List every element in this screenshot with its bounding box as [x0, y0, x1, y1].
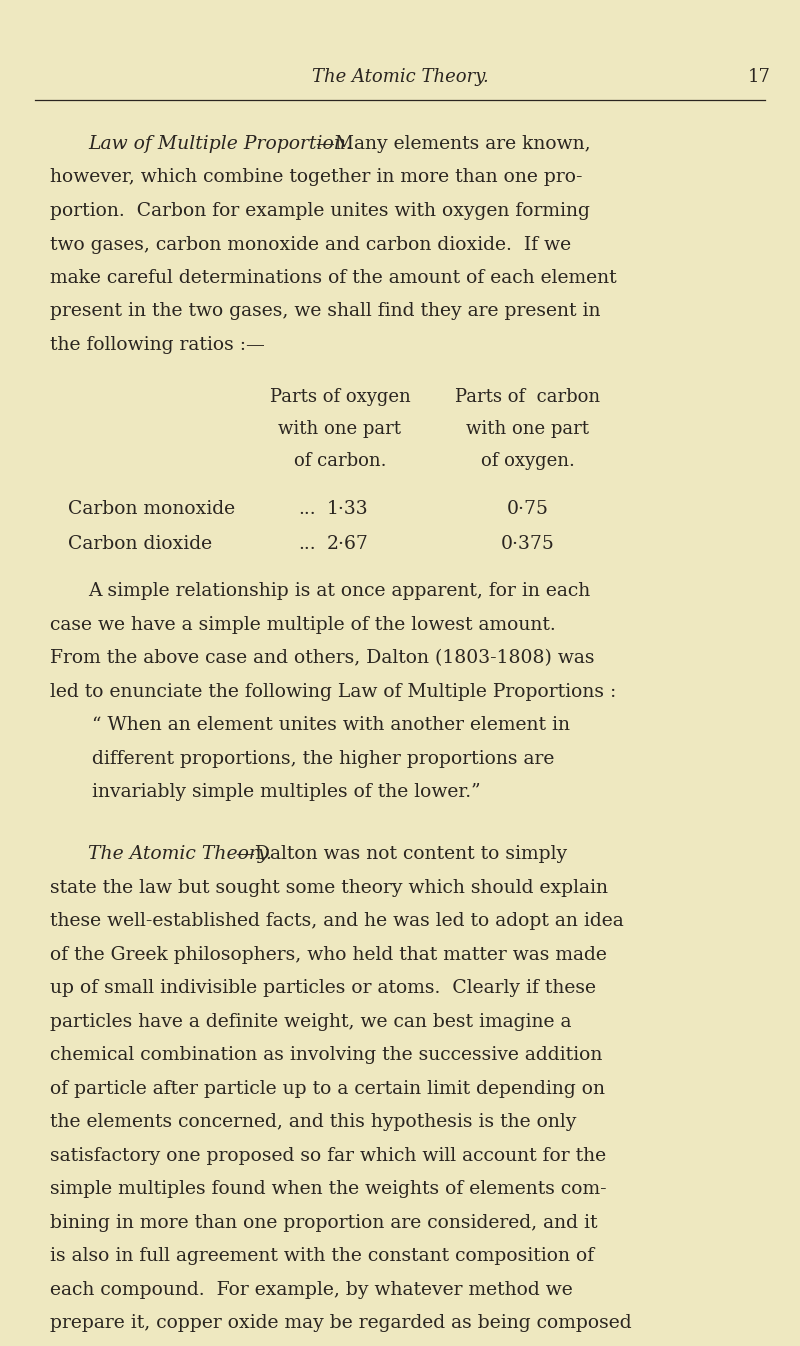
Text: The Atomic Theory.: The Atomic Theory. — [88, 845, 272, 863]
Text: with one part: with one part — [466, 420, 590, 437]
Text: 1·33: 1·33 — [327, 501, 369, 518]
Text: ...: ... — [298, 501, 316, 518]
Text: with one part: with one part — [278, 420, 402, 437]
Text: A simple relationship is at once apparent, for in each: A simple relationship is at once apparen… — [88, 583, 590, 600]
Text: each compound.  For example, by whatever method we: each compound. For example, by whatever … — [50, 1280, 573, 1299]
Text: led to enunciate the following Law of Multiple Proportions :: led to enunciate the following Law of Mu… — [50, 682, 616, 701]
Text: The Atomic Theory.: The Atomic Theory. — [312, 69, 488, 86]
Text: of carbon.: of carbon. — [294, 451, 386, 470]
Text: chemical combination as involving the successive addition: chemical combination as involving the su… — [50, 1046, 602, 1065]
Text: up of small indivisible particles or atoms.  Clearly if these: up of small indivisible particles or ato… — [50, 979, 596, 997]
Text: From the above case and others, Dalton (1803-1808) was: From the above case and others, Dalton (… — [50, 649, 594, 668]
Text: Carbon dioxide: Carbon dioxide — [68, 536, 212, 553]
Text: Parts of  carbon: Parts of carbon — [455, 388, 601, 406]
Text: Parts of oxygen: Parts of oxygen — [270, 388, 410, 406]
Text: Carbon monoxide: Carbon monoxide — [68, 501, 235, 518]
Text: the elements concerned, and this hypothesis is the only: the elements concerned, and this hypothe… — [50, 1113, 576, 1131]
Text: these well-established facts, and he was led to adopt an idea: these well-established facts, and he was… — [50, 913, 624, 930]
Text: different proportions, the higher proportions are: different proportions, the higher propor… — [92, 750, 554, 767]
Text: bining in more than one proportion are considered, and it: bining in more than one proportion are c… — [50, 1214, 598, 1232]
Text: two gases, carbon monoxide and carbon dioxide.  If we: two gases, carbon monoxide and carbon di… — [50, 236, 571, 253]
Text: 17: 17 — [748, 69, 771, 86]
Text: simple multiples found when the weights of elements com-: simple multiples found when the weights … — [50, 1180, 606, 1198]
Text: case we have a simple multiple of the lowest amount.: case we have a simple multiple of the lo… — [50, 615, 556, 634]
Text: “ When an element unites with another element in: “ When an element unites with another el… — [92, 716, 570, 734]
Text: however, which combine together in more than one pro-: however, which combine together in more … — [50, 168, 582, 187]
Text: Law of Multiple Proportion.: Law of Multiple Proportion. — [88, 135, 352, 153]
Text: of particle after particle up to a certain limit depending on: of particle after particle up to a certa… — [50, 1079, 605, 1098]
Text: —Many elements are known,: —Many elements are known, — [316, 135, 590, 153]
Text: ...: ... — [298, 536, 316, 553]
Text: state the law but sought some theory which should explain: state the law but sought some theory whi… — [50, 879, 608, 896]
Text: present in the two gases, we shall find they are present in: present in the two gases, we shall find … — [50, 303, 601, 320]
Text: —Dalton was not content to simply: —Dalton was not content to simply — [236, 845, 567, 863]
Text: 0·375: 0·375 — [501, 536, 555, 553]
Text: of the Greek philosophers, who held that matter was made: of the Greek philosophers, who held that… — [50, 946, 607, 964]
Text: the following ratios :—: the following ratios :— — [50, 336, 265, 354]
Text: invariably simple multiples of the lower.”: invariably simple multiples of the lower… — [92, 783, 481, 801]
Text: 0·75: 0·75 — [507, 501, 549, 518]
Text: 2·67: 2·67 — [327, 536, 369, 553]
Text: prepare it, copper oxide may be regarded as being composed: prepare it, copper oxide may be regarded… — [50, 1314, 632, 1333]
Text: satisfactory one proposed so far which will account for the: satisfactory one proposed so far which w… — [50, 1147, 606, 1164]
Text: portion.  Carbon for example unites with oxygen forming: portion. Carbon for example unites with … — [50, 202, 590, 219]
Text: make careful determinations of the amount of each element: make careful determinations of the amoun… — [50, 269, 617, 287]
Text: particles have a definite weight, we can best imagine a: particles have a definite weight, we can… — [50, 1012, 571, 1031]
Text: of oxygen.: of oxygen. — [481, 451, 575, 470]
Text: is also in full agreement with the constant composition of: is also in full agreement with the const… — [50, 1248, 594, 1265]
